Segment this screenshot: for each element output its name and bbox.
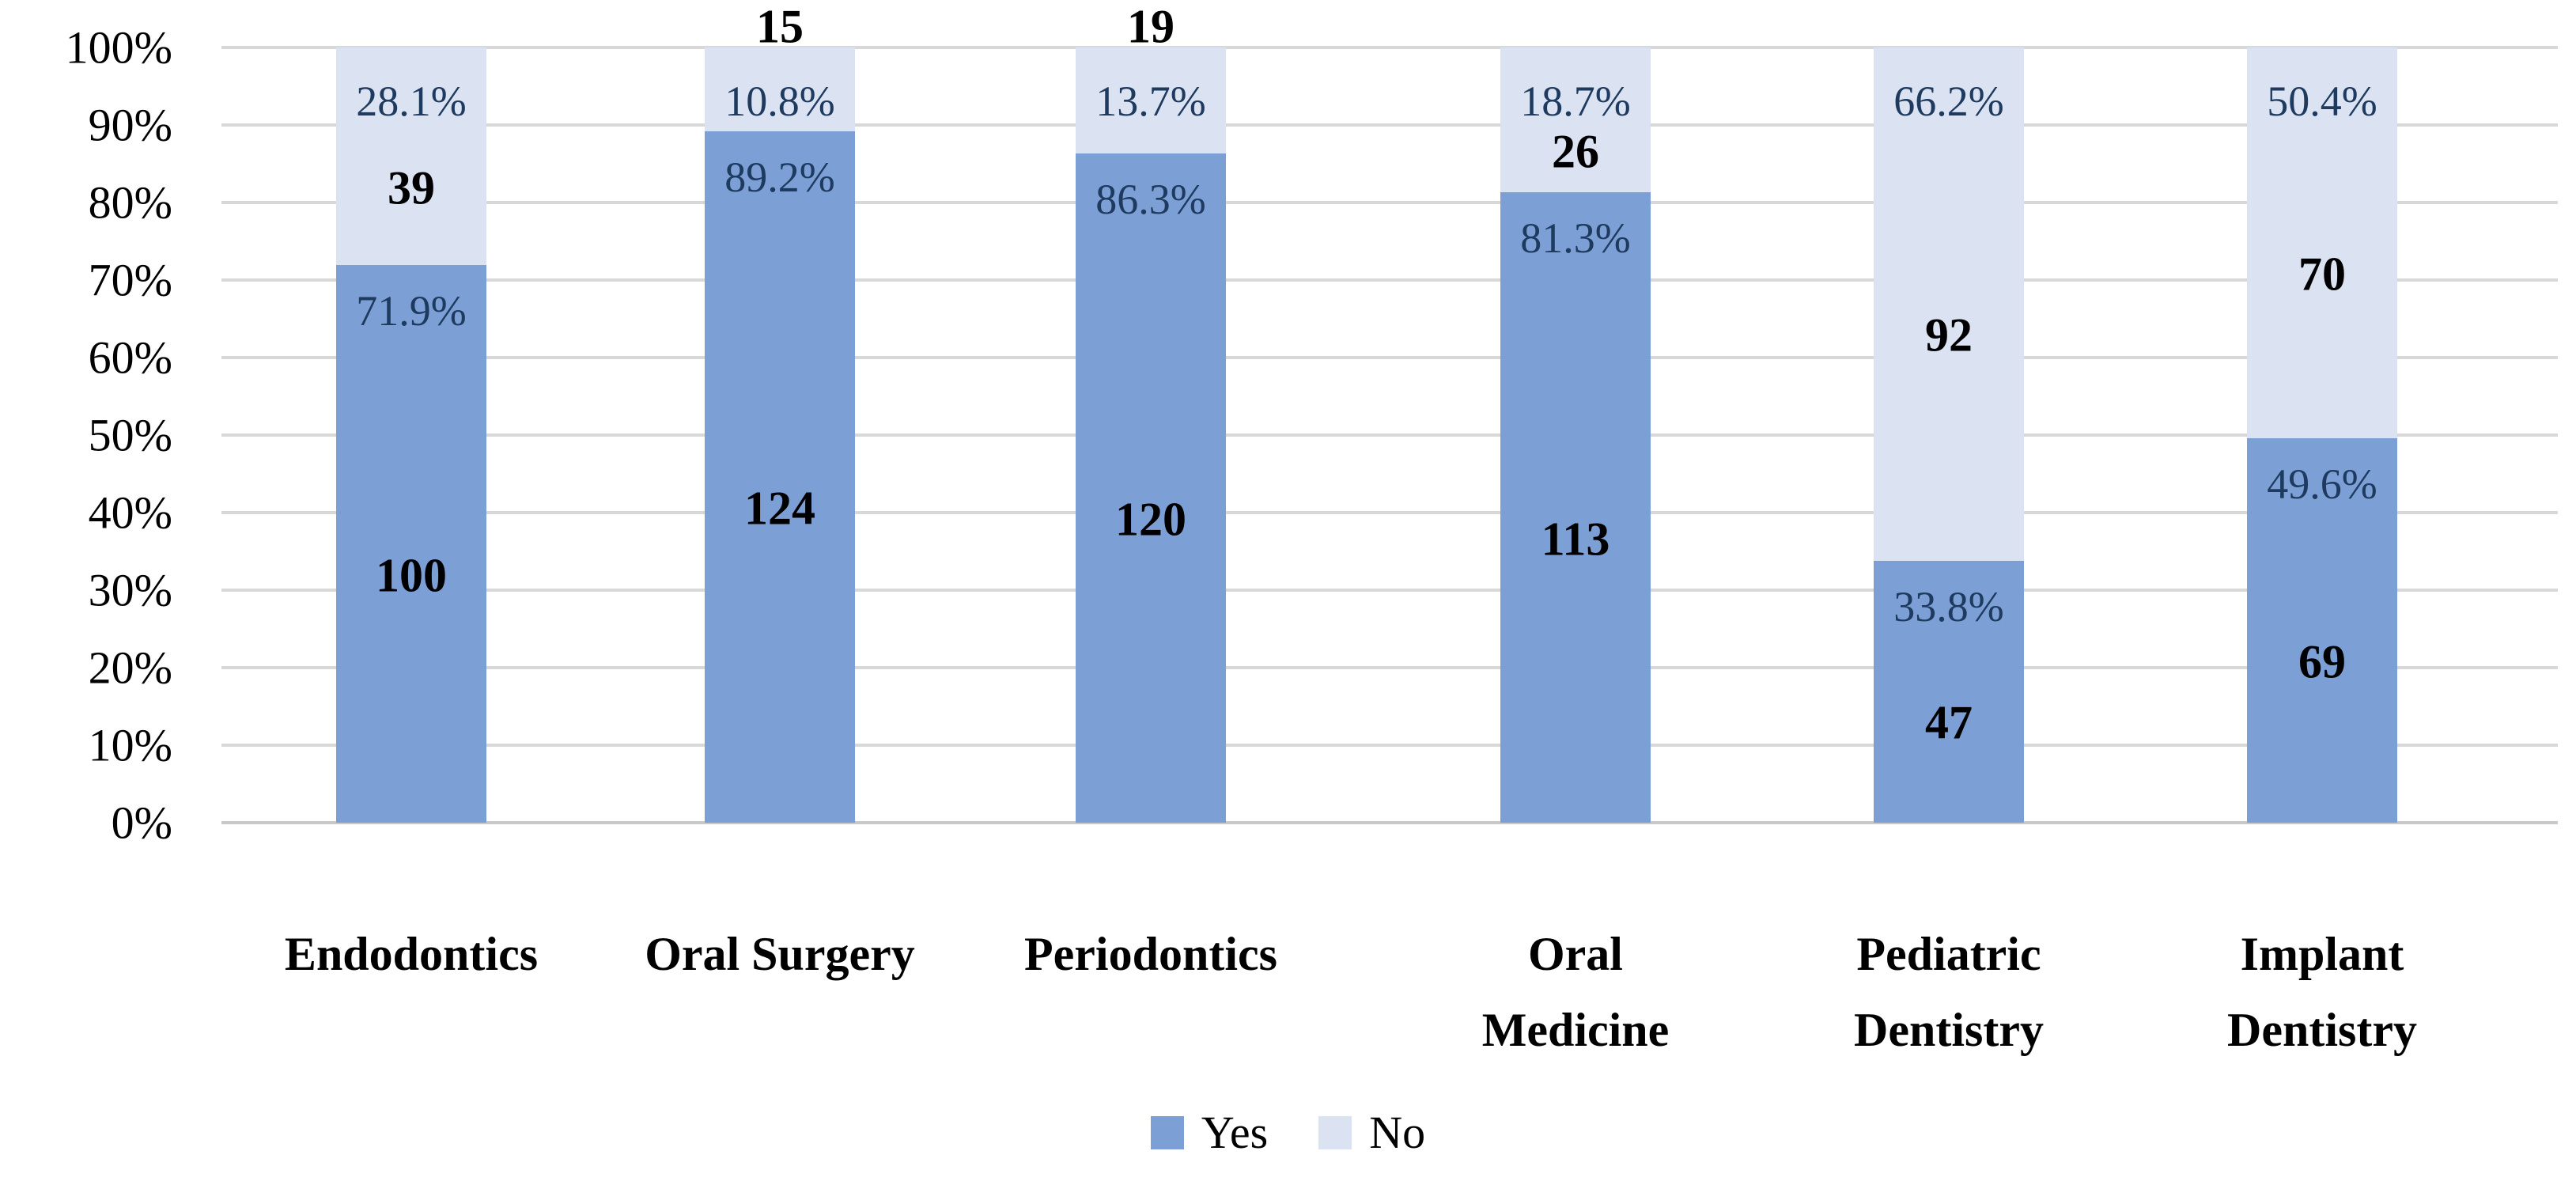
- x-category-line: Pediatric: [1856, 928, 2041, 980]
- x-category-line: Dentistry: [1854, 1004, 2044, 1056]
- label-yes-percent-implant-dentistry: 49.6%: [2267, 460, 2377, 508]
- x-category-label-endodontics: Endodontics: [225, 916, 597, 992]
- y-tick-label-90: 90%: [88, 99, 172, 151]
- bar-periodontics: [1076, 47, 1226, 823]
- label-no-count-periodontics: 19: [1127, 0, 1175, 53]
- legend-swatch-yes: [1150, 1115, 1184, 1149]
- bar-segment-no-oral-medicine: [1500, 47, 1651, 193]
- gridline-70: [221, 278, 2558, 282]
- legend-entry-yes: Yes: [1150, 1106, 1269, 1159]
- x-category-label-oral-medicine: Oral Medicine: [1390, 916, 1761, 1068]
- bar-implant-dentistry: [2247, 47, 2397, 823]
- gridline-40: [221, 511, 2558, 514]
- gridline-50: [221, 433, 2558, 437]
- x-category-line: Oral Surgery: [645, 928, 915, 980]
- bar-endodontics: [336, 47, 486, 823]
- x-category-line: Medicine: [1481, 1004, 1670, 1056]
- bar-segment-yes-oral-surgery: [705, 131, 855, 823]
- label-yes-percent-endodontics: 71.9%: [356, 287, 467, 335]
- label-yes-count-endodontics: 100: [376, 549, 447, 602]
- gridline-100: [221, 46, 2558, 49]
- label-no-percent-implant-dentistry: 50.4%: [2267, 78, 2377, 125]
- label-no-percent-endodontics: 28.1%: [356, 78, 467, 125]
- label-yes-percent-pediatric-dentistry: 33.8%: [1893, 582, 2004, 630]
- y-tick-label-40: 40%: [88, 486, 172, 539]
- gridline-0: [221, 821, 2558, 824]
- bar-segment-no-pediatric-dentistry: [1874, 47, 2024, 561]
- y-tick-label-20: 20%: [88, 642, 172, 694]
- x-category-line: Dentistry: [2227, 1004, 2417, 1056]
- label-yes-percent-oral-medicine: 81.3%: [1520, 214, 1631, 263]
- bar-pediatric-dentistry: [1874, 47, 2024, 823]
- x-category-line: Periodontics: [1024, 928, 1277, 980]
- label-no-count-oral-medicine: 26: [1552, 125, 1599, 178]
- gridline-90: [221, 123, 2558, 127]
- bar-segment-yes-implant-dentistry: [2247, 437, 2397, 823]
- label-no-count-oral-surgery: 15: [756, 0, 804, 53]
- gridline-80: [221, 201, 2558, 204]
- gridline-60: [221, 356, 2558, 359]
- y-tick-label-0: 0%: [111, 797, 172, 849]
- y-tick-label-50: 50%: [88, 409, 172, 461]
- bar-segment-yes-endodontics: [336, 265, 486, 823]
- label-yes-percent-periodontics: 86.3%: [1095, 176, 1206, 224]
- bar-segment-no-implant-dentistry: [2247, 47, 2397, 438]
- label-no-count-endodontics: 39: [388, 161, 435, 214]
- x-category-line: Oral: [1528, 928, 1623, 980]
- label-no-count-implant-dentistry: 70: [2298, 248, 2346, 301]
- bar-segment-yes-periodontics: [1076, 153, 1226, 823]
- legend-label-no: No: [1369, 1107, 1426, 1158]
- label-no-percent-periodontics: 13.7%: [1095, 78, 1206, 125]
- plot-area: 28.1% 39 71.9% 100 10.8% 15 89.2% 124 13.7% 19 86.…: [221, 1, 2558, 824]
- bar-segment-no-oral-surgery: [705, 47, 855, 131]
- y-tick-label-100: 100%: [65, 21, 172, 74]
- x-category-line: Implant: [2240, 928, 2404, 980]
- label-no-percent-pediatric-dentistry: 66.2%: [1893, 78, 2004, 125]
- bar-oral-medicine: [1500, 47, 1651, 823]
- x-category-label-pediatric-dentistry: Pediatric Dentistry: [1763, 916, 2135, 1068]
- y-tick-label-80: 80%: [88, 176, 172, 229]
- label-yes-count-oral-medicine: 113: [1541, 513, 1610, 566]
- bar-segment-yes-oral-medicine: [1500, 192, 1651, 823]
- x-category-label-periodontics: Periodontics: [965, 916, 1337, 992]
- gridline-30: [221, 589, 2558, 592]
- x-category-label-implant-dentistry: Implant Dentistry: [2136, 916, 2508, 1068]
- bar-segment-yes-pediatric-dentistry: [1874, 560, 2024, 823]
- legend-entry-no: No: [1318, 1106, 1425, 1159]
- legend-label-yes: Yes: [1201, 1107, 1269, 1158]
- label-yes-count-oral-surgery: 124: [744, 482, 815, 535]
- label-yes-count-implant-dentistry: 69: [2298, 635, 2346, 688]
- gridline-10: [221, 744, 2558, 747]
- label-no-percent-oral-medicine: 18.7%: [1520, 78, 1631, 125]
- y-tick-label-70: 70%: [88, 254, 172, 306]
- legend-swatch-no: [1318, 1115, 1352, 1149]
- bar-oral-surgery: [705, 47, 855, 823]
- bar-segment-no-endodontics: [336, 47, 486, 266]
- x-category-label-oral-surgery: Oral Surgery: [594, 916, 966, 992]
- y-tick-label-10: 10%: [88, 719, 172, 771]
- gridline-20: [221, 666, 2558, 669]
- label-yes-count-pediatric-dentistry: 47: [1925, 696, 1973, 749]
- label-no-count-pediatric-dentistry: 92: [1925, 309, 1973, 362]
- bar-segment-no-periodontics: [1076, 47, 1226, 154]
- label-yes-percent-oral-surgery: 89.2%: [724, 153, 835, 201]
- x-category-line: Endodontics: [284, 928, 539, 980]
- y-tick-label-60: 60%: [88, 331, 172, 384]
- label-no-percent-oral-surgery: 10.8%: [724, 78, 835, 125]
- y-tick-label-30: 30%: [88, 564, 172, 616]
- legend: Yes No: [0, 1106, 2576, 1159]
- label-yes-count-periodontics: 120: [1115, 493, 1186, 546]
